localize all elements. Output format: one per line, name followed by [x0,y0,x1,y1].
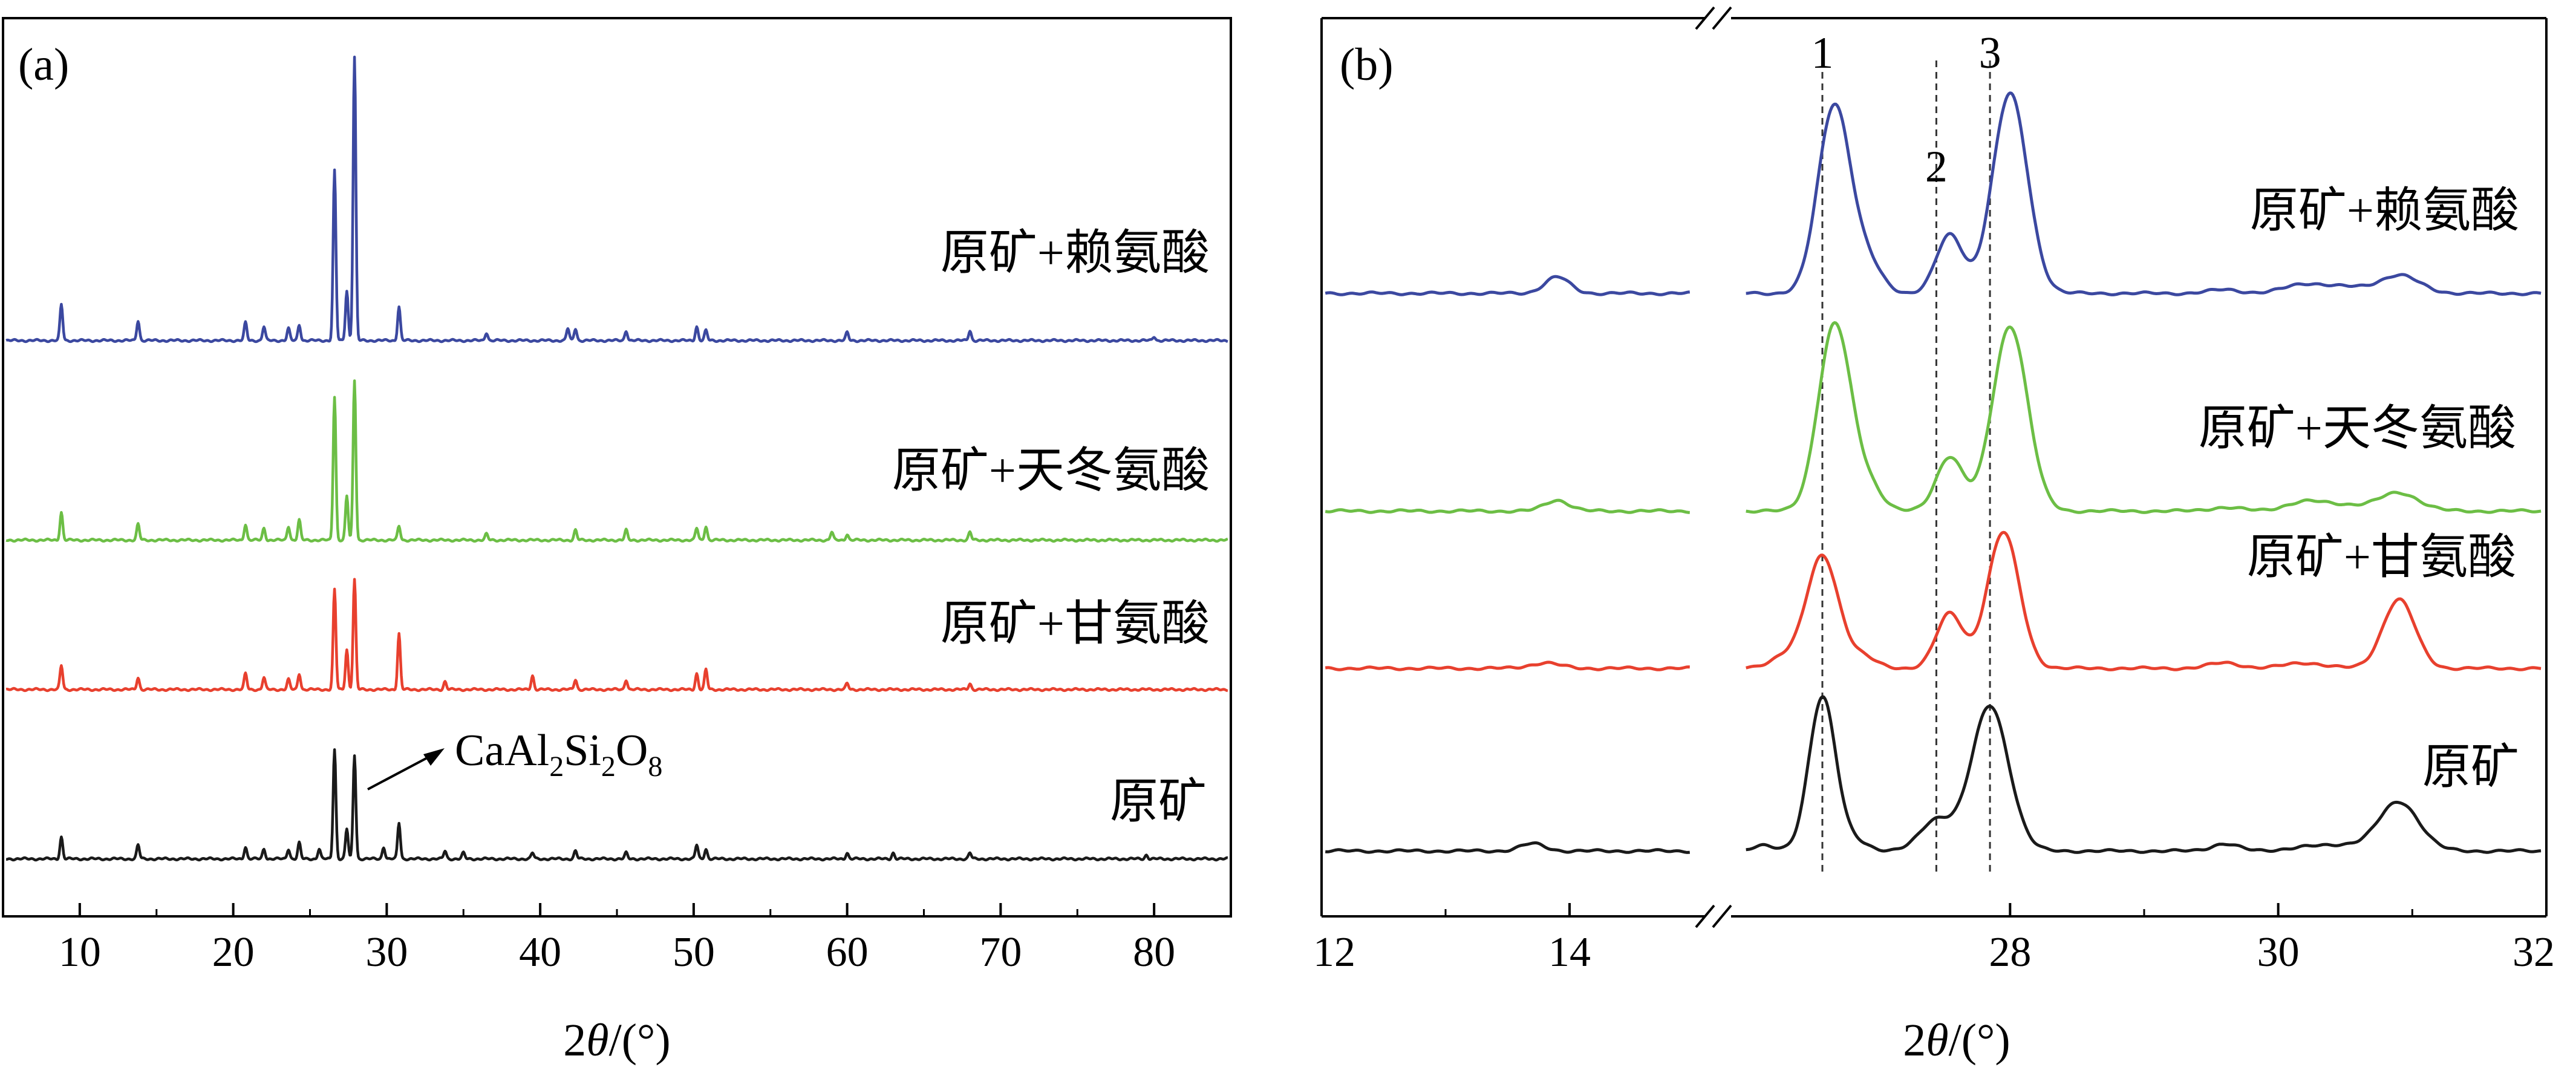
series-line [1325,498,1691,514]
axis-break-mark [1695,904,1715,928]
series-label: 原矿+赖氨酸 [941,227,1210,280]
x-tick-label: 40 [519,929,561,976]
guide-label: 1 [1811,28,1834,78]
series-line [1746,321,2542,514]
series-label: 原矿+甘氨酸 [2247,531,2516,584]
axis-break-mark [1695,6,1715,30]
x-tick-label: 70 [979,929,1022,976]
panel-b-guide-lines: 1 2 3 [1811,28,2001,874]
x-tick-label: 80 [1133,929,1175,976]
x-tick-label: 30 [365,929,408,976]
x-tick-label: 28 [1989,929,2031,976]
series-label: 原矿+天冬氨酸 [2199,402,2516,455]
series-label: 原矿+赖氨酸 [2250,184,2519,238]
series-line [5,578,1228,693]
x-tick-label: 12 [1313,929,1355,976]
annotation-caal2si2o8: CaAl2Si2O8 [455,726,662,783]
series-line [1325,275,1691,296]
panel-a-x-axis-label: 2θ/(°) [563,1015,670,1066]
annotation-arrow [367,748,445,791]
series-line [1325,660,1691,671]
axis-break-mark [1712,904,1732,928]
series-line [1746,91,2542,296]
panel-b-series-labels: 原矿 原矿+甘氨酸 原矿+天冬氨酸 原矿+赖氨酸 [2199,184,2519,794]
series-label: 原矿+甘氨酸 [941,598,1210,651]
guide-label: 2 [1925,142,1948,192]
x-tick-label: 60 [826,929,869,976]
panel-a: (a) 10 20 30 40 50 60 70 80 原矿 原矿+甘氨酸 原矿+天冬氨酸 原矿+赖… [2,17,1232,1066]
series-label: 原矿 [1110,775,1207,829]
panel-b-label: (b) [1340,39,1394,90]
panel-b-series [1325,91,2542,854]
series-line [1746,530,2542,671]
x-tick-label: 32 [2512,929,2555,976]
panel-a-series [5,55,1228,862]
series-line [5,379,1228,543]
panel-b-x-ticks: 12 14 28 30 32 [1313,903,2555,976]
panel-a-x-ticks: 10 20 30 40 50 60 70 80 [59,903,1175,976]
x-tick-label: 14 [1548,929,1591,976]
series-line [1325,841,1691,854]
series-line [1746,695,2542,854]
x-tick-label: 20 [212,929,255,976]
series-line [5,55,1228,344]
panel-a-series-labels: 原矿 原矿+甘氨酸 原矿+天冬氨酸 原矿+赖氨酸 [892,227,1210,829]
panel-b: (b) 123 12 14 28 30 32 原矿原矿+甘氨酸原矿+天冬氨酸原矿+赖氨酸… [1313,6,2555,1066]
panel-a-label: (a) [18,39,69,90]
guide-label: 3 [1979,28,2001,78]
x-tick-label: 10 [59,929,101,976]
panel-b-x-axis-label: 2θ/(°) [1903,1015,2010,1066]
series-label: 原矿+天冬氨酸 [892,445,1210,498]
series-label: 原矿 [2422,741,2519,794]
series-line [5,748,1228,862]
x-tick-label: 50 [673,929,715,976]
axis-break-mark [1712,6,1732,30]
x-tick-label: 30 [2257,929,2300,976]
panel-b-frame [1320,6,2548,928]
